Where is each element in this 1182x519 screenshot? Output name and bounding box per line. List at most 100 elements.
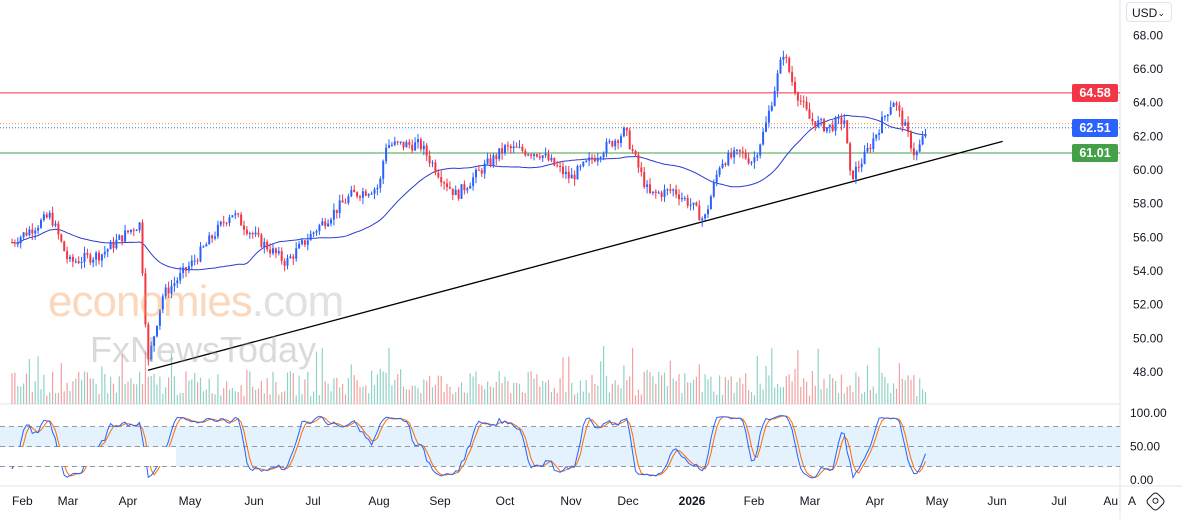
volume-bar xyxy=(315,351,318,404)
currency-selector[interactable]: USD ⌄ xyxy=(1126,2,1172,22)
candle-body xyxy=(605,141,608,154)
candle-body xyxy=(396,141,399,143)
volume-bar xyxy=(855,372,857,404)
candle-body xyxy=(921,136,924,145)
volume-bar xyxy=(922,389,924,404)
candle-body xyxy=(289,256,292,259)
volume-bar xyxy=(295,395,297,404)
volume-bar xyxy=(710,376,712,404)
candle-body xyxy=(135,230,138,232)
volume-bar xyxy=(591,374,593,404)
candle-body xyxy=(182,267,185,273)
volume-bar xyxy=(104,373,106,404)
candle-body xyxy=(80,261,83,264)
candle-body xyxy=(388,145,390,148)
candle-body xyxy=(791,71,794,82)
candle-body xyxy=(211,235,214,239)
volume-bar xyxy=(800,386,802,404)
volume-bar xyxy=(835,381,837,404)
volume-bar xyxy=(220,395,222,404)
candle-body xyxy=(637,154,640,168)
volume-bar xyxy=(234,391,236,404)
volume-bar xyxy=(272,371,274,404)
candle-body xyxy=(463,184,466,191)
volume-bar xyxy=(713,391,715,404)
candle-body xyxy=(657,192,660,194)
volume-bar xyxy=(536,374,538,404)
volume-bar xyxy=(779,387,782,404)
candle-body xyxy=(796,93,799,101)
volume-bar xyxy=(37,356,39,404)
volume-bar xyxy=(707,379,709,404)
candle-body xyxy=(825,127,828,132)
candle-body xyxy=(883,116,886,118)
candle-body xyxy=(788,57,791,72)
volume-bar xyxy=(634,395,637,404)
volume-bar xyxy=(199,377,202,404)
volume-bar xyxy=(913,375,915,404)
candle-body xyxy=(283,260,286,266)
volume-bar xyxy=(655,383,657,404)
volume-bar xyxy=(495,381,497,404)
candle-body xyxy=(248,233,251,235)
candle-body xyxy=(834,118,837,131)
volume-bar xyxy=(95,384,97,404)
candle-body xyxy=(106,249,109,252)
candle-body xyxy=(57,223,60,235)
candle-body xyxy=(785,56,788,58)
candle-body xyxy=(486,158,489,164)
candle-body xyxy=(544,153,547,156)
volume-bar xyxy=(852,391,854,404)
volume-bar xyxy=(336,377,338,404)
candle-body xyxy=(69,256,71,260)
volume-bar xyxy=(611,383,613,404)
candle-body xyxy=(214,236,216,239)
volume-bar xyxy=(356,380,358,404)
candle-body xyxy=(620,136,622,143)
candle-body xyxy=(477,169,480,171)
volume-bar xyxy=(518,383,521,404)
candle-body xyxy=(312,232,315,234)
volume-bar xyxy=(881,372,883,404)
candle-body xyxy=(765,122,767,132)
volume-bar xyxy=(307,371,309,404)
candle-body xyxy=(495,155,498,160)
volume-bar xyxy=(40,389,42,404)
candle-body xyxy=(63,241,66,252)
candle-body xyxy=(37,227,40,231)
candle-body xyxy=(889,106,892,115)
volume-bar xyxy=(608,392,610,404)
candle-body xyxy=(443,182,446,184)
candle-body xyxy=(231,215,234,218)
candle-body xyxy=(341,200,344,203)
auto-scale-button[interactable]: A xyxy=(1128,494,1137,508)
volume-bar xyxy=(597,385,599,404)
volume-bar xyxy=(304,379,306,404)
candle-body xyxy=(25,232,28,236)
volume-bar xyxy=(924,391,927,404)
volume-bar xyxy=(324,381,326,404)
volume-bar xyxy=(72,381,74,404)
candle-body xyxy=(31,229,34,234)
volume-bar xyxy=(704,374,706,404)
volume-bar xyxy=(365,385,367,404)
candle-body xyxy=(811,118,814,122)
candle-body xyxy=(164,287,167,297)
candle-body xyxy=(469,185,472,189)
candle-body xyxy=(112,241,115,249)
volume-bar xyxy=(504,376,506,404)
volume-bar xyxy=(98,394,100,404)
volume-bar xyxy=(771,348,773,404)
candle-body xyxy=(480,170,483,174)
candle-body xyxy=(399,141,402,143)
candle-body xyxy=(364,191,367,196)
candle-body xyxy=(353,189,356,193)
volume-bar xyxy=(527,371,529,404)
volume-bar xyxy=(724,377,726,404)
candle-body xyxy=(393,141,396,145)
volume-bar xyxy=(176,395,178,404)
candle-body xyxy=(118,235,121,240)
candle-body xyxy=(301,240,303,244)
